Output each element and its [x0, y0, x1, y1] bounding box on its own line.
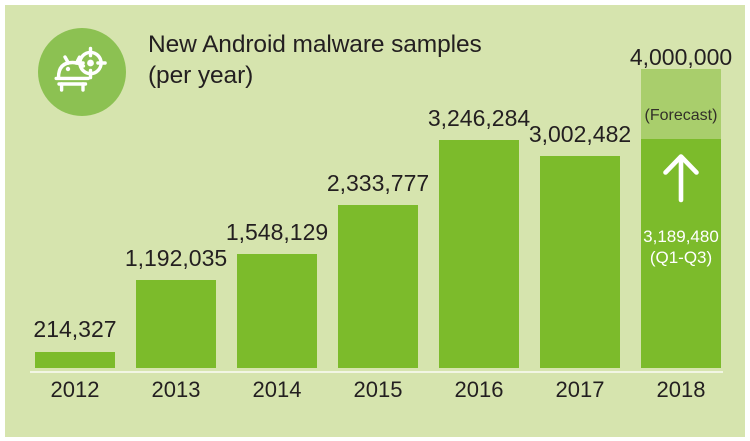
bar-2015[interactable] — [338, 205, 418, 368]
bar-value-2012: 214,327 — [33, 316, 117, 342]
bar-chart: 214,327 2012 1,192,035 2013 1,548,129 20… — [5, 5, 745, 437]
chart-header: New Android malware samples (per year) — [38, 28, 718, 124]
bar-group-2017: 3,002,482 2017 — [529, 5, 631, 437]
year-label-2012: 2012 — [50, 377, 100, 402]
chart-title-line-2: (per year) — [148, 62, 254, 89]
x-axis-line — [30, 371, 723, 373]
year-label-2013: 2013 — [151, 377, 201, 402]
bar-value-2018: 4,000,000 — [629, 44, 733, 70]
actual-period-label: (Q1-Q3) — [649, 248, 713, 267]
infographic-plate: New Android malware samples (per year) 2… — [5, 5, 745, 437]
chart-title: New Android malware samples (per year) — [148, 29, 708, 91]
year-label-2015: 2015 — [353, 377, 403, 402]
year-label-2016: 2016 — [454, 377, 504, 402]
bar-group-2014: 1,548,129 2014 — [226, 5, 328, 437]
bar-value-2016: 3,246,284 — [427, 105, 531, 131]
bar-group-2012: 214,327 2012 — [33, 5, 116, 437]
bar-2012[interactable] — [35, 352, 115, 368]
bar-value-2014: 1,548,129 — [225, 219, 329, 245]
bar-2018-forecast-segment: (Forecast) — [641, 69, 721, 139]
bar-2016[interactable] — [439, 140, 519, 368]
up-arrow-icon — [659, 151, 703, 208]
bar-2013[interactable] — [136, 280, 216, 368]
bar-value-2017: 3,002,482 — [528, 121, 632, 147]
bar-group-2018: 4,000,000 (Forecast) — [630, 5, 732, 437]
bar-group-2016: 3,246,284 2016 — [428, 5, 530, 437]
bar-value-2015: 2,333,777 — [326, 170, 430, 196]
bar-2018[interactable]: (Forecast) 3,189,480 (Q1-Q3) — [641, 69, 721, 368]
year-label-2018: 2018 — [656, 377, 706, 402]
bar-value-2013: 1,192,035 — [124, 245, 228, 271]
forecast-caption: (Forecast) — [644, 107, 718, 124]
year-label-2014: 2014 — [252, 377, 302, 402]
bar-group-2015: 2,333,777 2015 — [327, 5, 429, 437]
year-label-2017: 2017 — [555, 377, 605, 402]
bar-group-2013: 1,192,035 2013 — [125, 5, 227, 437]
chart-title-line-1: New Android malware samples — [148, 31, 482, 58]
bar-2014[interactable] — [237, 254, 317, 368]
android-target-icon — [38, 28, 126, 116]
bar-2017[interactable] — [540, 156, 620, 368]
actual-value-label: 3,189,480 — [643, 227, 719, 246]
